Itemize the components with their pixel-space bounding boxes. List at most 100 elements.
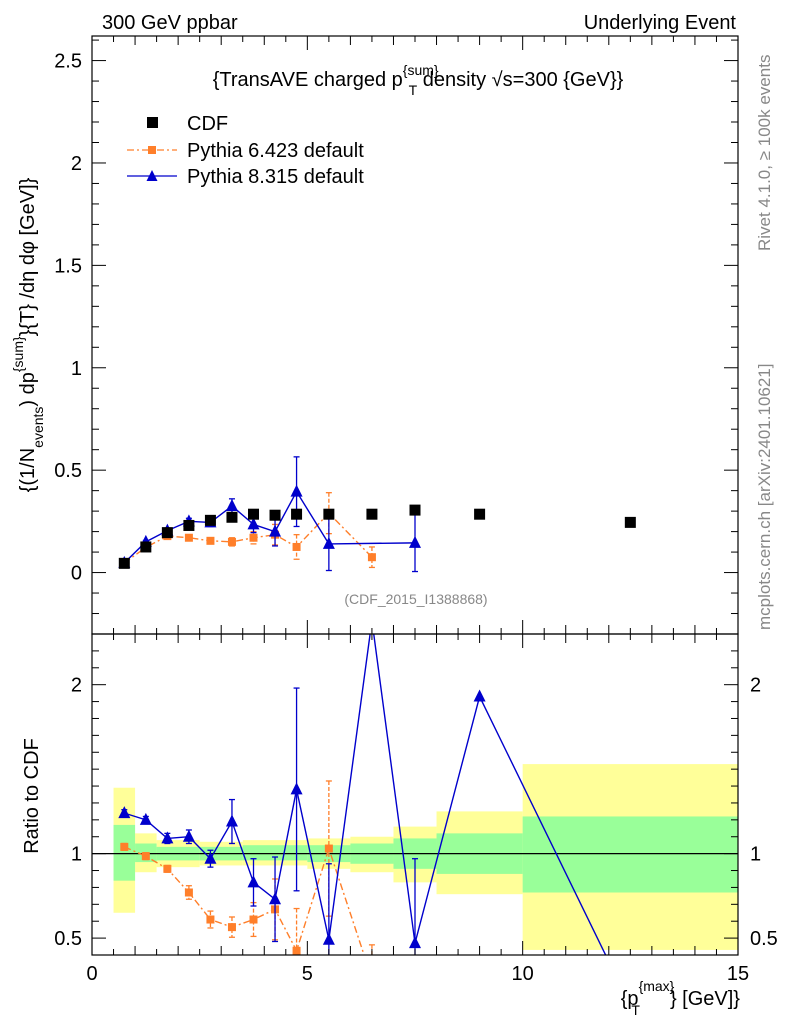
legend-py6-marker [148,146,156,154]
analysis-watermark: (CDF_2015_I1388868) [344,591,487,607]
main-pythia-8-315-default-point-7 [269,524,282,537]
legend-py6-label: Pythia 6.423 default [187,140,364,162]
ratio-y-tick-label-right-2: 2 [750,675,761,697]
main-y-tick-label-0: 0 [71,563,82,585]
ylabel-a: {(1/N [17,448,39,492]
ratio-y-tick-label-left-2: 2 [71,675,82,697]
ratio-pythia-6-423-default-point-9 [324,844,333,853]
main-y-tick-label-1: 0.5 [54,460,82,482]
title-sqrt: √ [492,69,503,91]
xlabel-sup: {max} [639,978,675,994]
x-tick-label-0: 0 [86,963,97,985]
main-pythia-6-423-default-point-3 [184,533,193,542]
main-pythia-8-315-default-point-8 [290,484,303,497]
main-cdf-point-3 [183,519,195,531]
ratio-pythia-6-423-default-point-10 [368,975,376,983]
ylabel-a-sub: events [30,407,46,448]
xlabel-pre: {p [621,988,639,1010]
ratio-pythia-8-315-default-point-9 [322,932,335,945]
legend: CDF Pythia 6.423 default Pythia 8.315 de… [127,113,364,188]
chart-title: {TransAVE charged p{sum} T density √s=300… [213,62,624,98]
ratio-pythia-6-423-default-point-2 [163,864,172,873]
main-pythia-8-315-default-point-9 [322,536,335,549]
x-tick-label-10: 10 [512,963,534,985]
ratio-pythia-8-315-default-point-0 [118,806,131,819]
main-cdf-point-6 [248,508,259,520]
main-cdf-point-13 [624,516,636,528]
title-post: s=300 {GeV}} [503,69,624,91]
ylabel-c: }{T} /dη dφ [GeV]} [17,177,39,336]
ratio-pythia-8-315-default-point-6 [247,875,260,888]
ratio-pythia-8-315-default-point-3 [182,829,195,842]
green-band-4 [242,845,308,861]
legend-py8-marker [146,170,158,181]
main-y-axis-label: {(1/Nevents) dp{sum}}{T} /dη dφ [GeV]} [10,177,46,492]
ratio-panel-data [92,613,738,983]
ratio-pythia-6-423-default-point-0 [120,842,129,851]
ratio-y-axis-label: Ratio to CDF [21,738,43,854]
ratio-pythia-8-315-default-point-2 [161,831,174,844]
title-pre: {TransAVE charged p [213,69,403,91]
main-cdf-point-11 [409,504,421,516]
main-cdf-point-10 [366,508,378,520]
main-y-tick-label-4: 2 [71,153,82,175]
ratio-y-tick-label-right-0: 0.5 [750,928,778,950]
ratio-pythia-6-423-default-point-8 [292,946,301,955]
ratio-pythia-8-315-default-point-5 [225,814,238,827]
xlabel-sub: T [631,1002,640,1018]
main-y-tick-label-3: 1.5 [54,255,82,277]
main-pythia-8-315-default-point-10 [409,535,421,548]
main-cdf-point-7 [269,509,281,521]
main-y-tick-label-2: 1 [71,358,82,380]
legend-cdf-marker [147,117,158,128]
legend-py8-label: Pythia 8.315 default [187,166,364,188]
main-cdf-point-8 [291,508,303,520]
main-pythia-6-423-default-point-6 [249,533,258,542]
main-cdf-point-0 [118,557,130,569]
ratio-y-tick-label-right-1: 1 [750,844,761,866]
main-cdf-point-4 [204,514,216,526]
ratio-y-tick-label-left-0: 0.5 [54,928,82,950]
x-tick-label-15: 15 [727,963,749,985]
ratio-pythia-8-315-default-line [124,634,607,955]
x-axis-label: {p{max} T } [GeV]} [621,978,741,1018]
main-pythia-6-423-default-point-8 [292,542,301,551]
ratio-pythia-8-315-default-point-7 [269,892,282,905]
ratio-pythia-8-315-default-point-4 [204,851,217,864]
main-y-tick-label-5: 2.5 [54,51,82,73]
main-cdf-point-1 [140,541,152,553]
xlabel-post: } [GeV]} [670,988,740,1010]
ratio-pythia-6-423-default-point-3 [184,888,193,897]
x-tick-label-5: 5 [302,963,313,985]
ratio-pythia-6-423-default-point-4 [206,915,215,924]
main-pythia-8-315-default-point-6 [247,517,260,530]
header-left: 300 GeV ppbar [102,12,238,34]
title-mid: density [417,69,491,91]
rivet-label: Rivet 4.1.0, ≥ 100k events [755,55,774,251]
main-cdf-point-12 [474,508,486,520]
ratio-pythia-6-423-default-point-5 [227,923,236,932]
ylabel-b: ) dp [17,372,39,406]
ratio-pythia-8-315-default-point-1 [139,812,152,825]
ratio-pythia-8-315-default-point-11 [409,936,421,949]
green-band-0 [113,824,136,881]
title-sub: T [409,82,418,98]
ratio-pythia-8-315-default-point-8 [290,782,303,795]
ratio-y-tick-label-left-1: 1 [71,844,82,866]
main-pythia-6-423-default-point-5 [227,537,236,546]
main-cdf-point-9 [323,508,335,520]
ratio-pythia-6-423-default-point-1 [141,852,150,861]
legend-cdf-label: CDF [187,113,228,135]
ratio-pythia-8-315-default-point-12 [473,689,486,702]
mcplots-label: mcplots.cern.ch [arXiv:2401.10621] [755,364,774,630]
main-pythia-8-315-default-point-5 [225,499,238,512]
ylabel-b-sup: {sum} [10,336,26,372]
main-cdf-point-2 [161,527,173,539]
main-cdf-point-5 [226,511,238,523]
ratio-pythia-6-423-default-point-6 [249,915,258,924]
ratio-pythia-8-315-default-point-10 [366,613,378,625]
title-sup: {sum} [403,62,439,78]
